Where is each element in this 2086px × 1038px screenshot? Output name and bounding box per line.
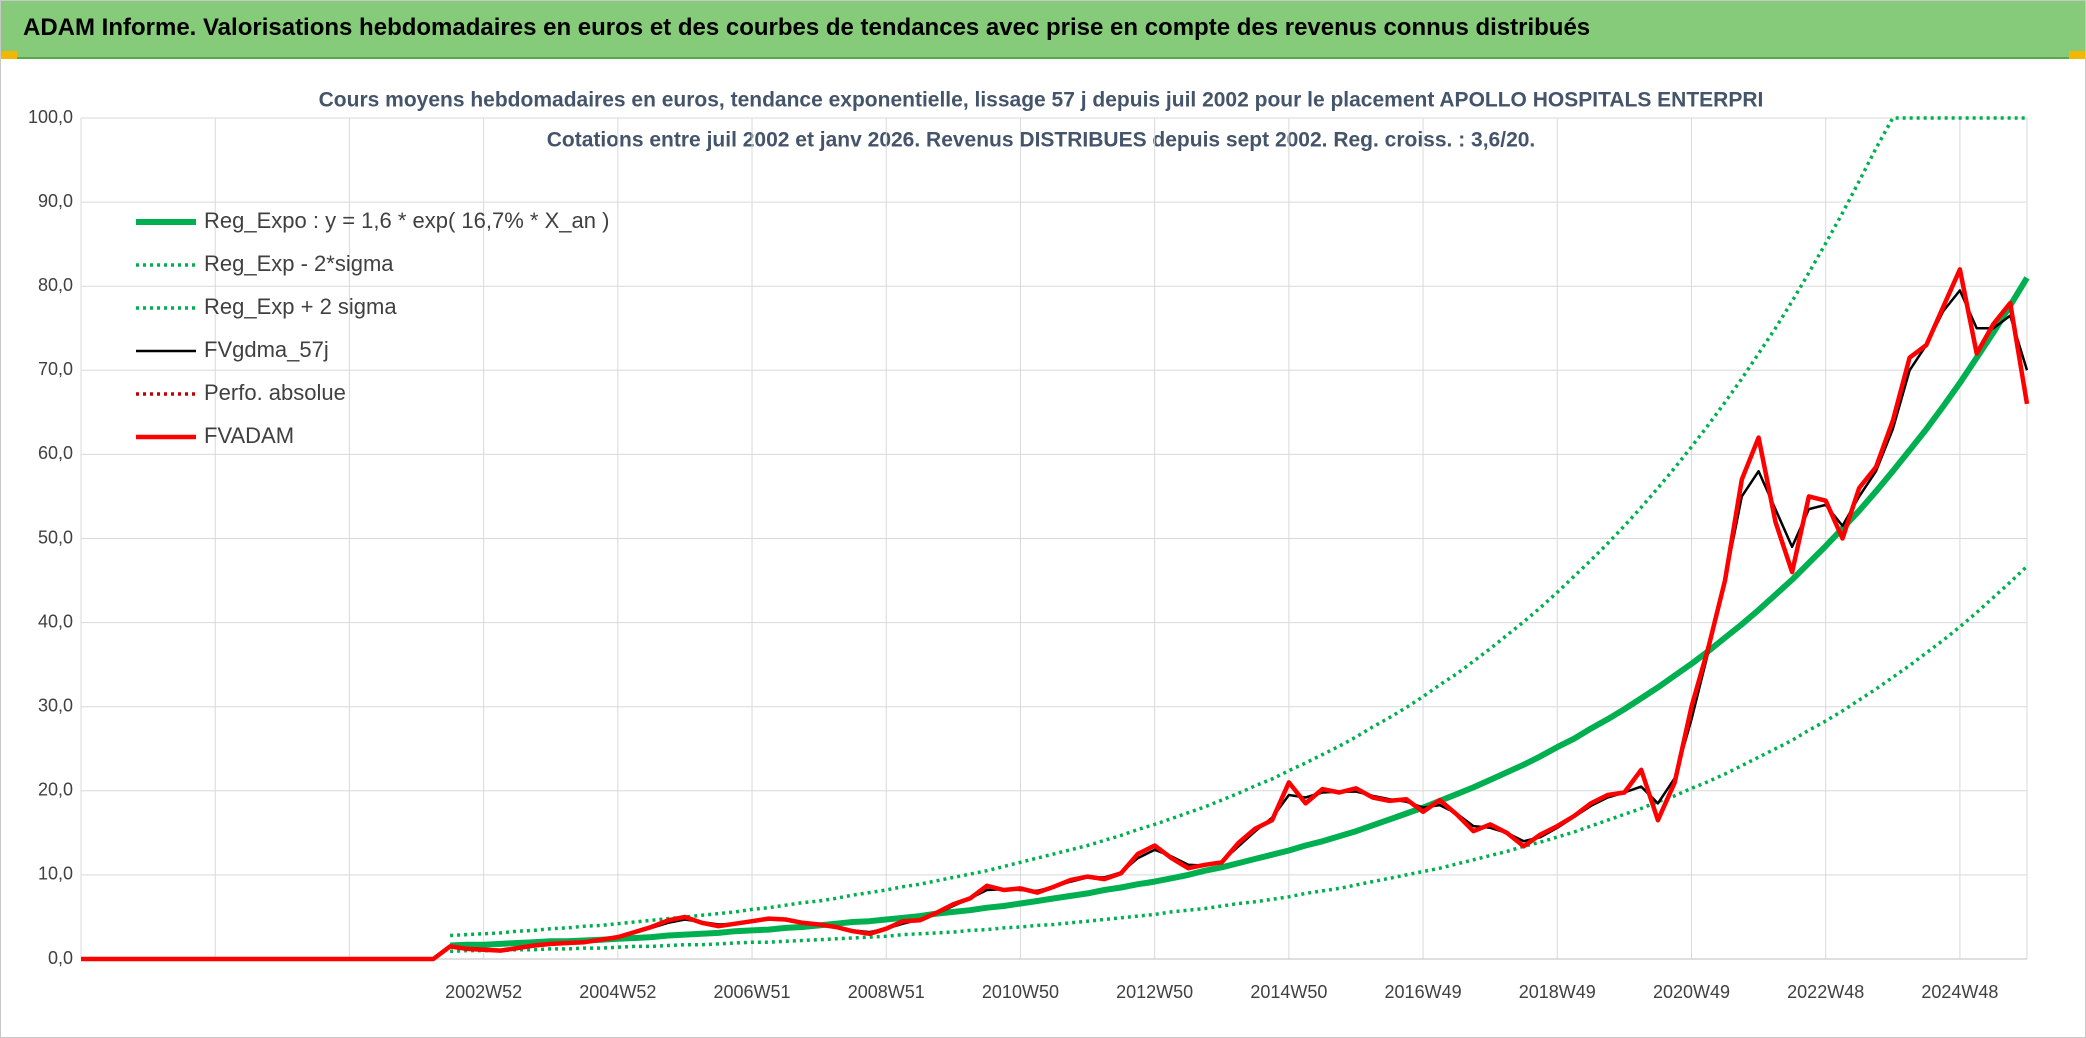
y-tick-label: 30,0: [38, 695, 73, 715]
y-tick-label: 60,0: [38, 443, 73, 463]
y-tick-label: 10,0: [38, 864, 73, 884]
y-tick-label: 80,0: [38, 275, 73, 295]
legend-label: Reg_Exp + 2 sigma: [204, 294, 397, 319]
series-line: [449, 276, 2030, 949]
corner-mark: [1, 51, 17, 59]
legend-label: FVADAM: [204, 423, 294, 448]
y-tick-label: 40,0: [38, 611, 73, 631]
header-title: ADAM Informe. Valorisations hebdomadaire…: [23, 14, 1591, 41]
y-tick-label: 0,0: [48, 948, 73, 968]
y-tick-label: 50,0: [38, 527, 73, 547]
legend-label: Perfo. absolue: [204, 380, 346, 405]
x-tick-label: 2006W51: [714, 982, 791, 1002]
y-tick-label: 70,0: [38, 359, 73, 379]
grid: [80, 117, 2028, 960]
series-line: [81, 267, 2030, 962]
x-tick-label: 2022W48: [1787, 982, 1864, 1002]
legend-label: Reg_Exp - 2*sigma: [204, 251, 394, 276]
x-tick-label: 2020W49: [1653, 982, 1730, 1002]
series-line: [450, 289, 2029, 951]
x-tick-label: 2016W49: [1385, 982, 1462, 1002]
x-tick-label: 2008W51: [848, 982, 925, 1002]
series-line: [450, 116, 2027, 938]
chart-title: Cours moyens hebdomadaires en euros, ten…: [319, 89, 1764, 112]
x-tick-label: 2002W52: [445, 982, 522, 1002]
legend-label: FVgdma_57j: [204, 337, 329, 362]
y-tick-label: 20,0: [38, 780, 73, 800]
y-tick-label: 90,0: [38, 191, 73, 211]
x-tick-label: 2004W52: [579, 982, 656, 1002]
x-tick-label: 2012W50: [1116, 982, 1193, 1002]
chart: Cours moyens hebdomadaires en euros, ten…: [28, 89, 2030, 1002]
chart-subtitle: Cotations entre juil 2002 et janv 2026. …: [547, 129, 1536, 152]
x-tick-label: 2010W50: [982, 982, 1059, 1002]
x-tick-label: 2014W50: [1250, 982, 1327, 1002]
series-line: [450, 565, 2029, 954]
y-tick-label: 100,0: [28, 107, 73, 127]
header-bar: ADAM Informe. Valorisations hebdomadaire…: [1, 1, 2085, 59]
x-tick-label: 2018W49: [1519, 982, 1596, 1002]
legend-label: Reg_Expo : y = 1,6 * exp( 16,7% * X_an ): [204, 208, 609, 233]
corner-mark: [2069, 51, 2085, 59]
x-tick-label: 2024W48: [1921, 982, 1998, 1002]
